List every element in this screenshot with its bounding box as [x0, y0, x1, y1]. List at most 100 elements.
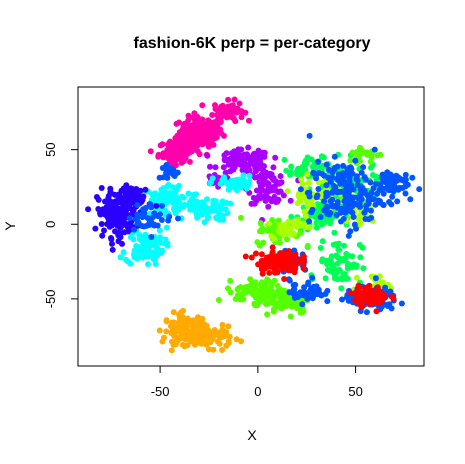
point-s0-c1-69 — [239, 109, 246, 116]
point-s4-c1-23 — [219, 321, 226, 328]
points-layer — [85, 96, 423, 354]
point-s6-c1-71 — [261, 287, 268, 294]
point-s5-c1-5 — [322, 275, 329, 282]
point-s8-c0-98 — [332, 164, 339, 171]
point-s2-c2-16 — [227, 200, 234, 207]
point-s8-c0-173 — [364, 192, 371, 199]
point-s5-c1-58 — [350, 261, 357, 268]
point-s4-c1-80 — [197, 337, 204, 344]
point-s9-c0-90 — [285, 267, 292, 274]
point-s2-c2-39 — [224, 210, 231, 217]
point-s8-c0-172 — [358, 190, 365, 197]
point-s2-c2-44 — [207, 208, 214, 215]
point-s5-c1-66 — [326, 267, 332, 274]
point-s8-c0-36 — [361, 209, 368, 216]
point-s3-c1-56 — [153, 202, 160, 209]
point-s6-c2-29 — [257, 220, 264, 227]
point-s7-c2-20 — [266, 220, 273, 227]
point-s1-c1-45 — [272, 199, 279, 205]
point-s8-c0-2 — [321, 198, 328, 205]
point-s8-c0-97 — [360, 164, 367, 171]
point-s1-c0-100 — [233, 157, 240, 164]
point-s3-c1-58 — [134, 196, 141, 203]
point-s4-c0-40 — [168, 347, 175, 354]
point-s7-c2-29 — [290, 219, 297, 226]
point-s8-c3-47 — [290, 289, 297, 296]
point-s3-c0-133 — [106, 223, 113, 230]
chart-title: fashion-6K perp = per-category — [134, 35, 371, 52]
point-s2-c1-88 — [145, 243, 152, 249]
point-s1-c2-11 — [222, 169, 229, 176]
point-s8-c3-22 — [324, 298, 331, 305]
point-s0-c0-94 — [190, 114, 197, 121]
point-s8-c0-148 — [329, 196, 336, 203]
point-s3-c0-159 — [105, 216, 112, 223]
point-s1-c0-95 — [204, 152, 211, 159]
point-s4-c0-58 — [156, 327, 163, 334]
point-s8-c3-17 — [299, 301, 306, 308]
point-s5-c1-65 — [341, 255, 348, 262]
point-s3-c0-155 — [109, 240, 115, 247]
point-s2-c0-108 — [167, 195, 174, 202]
point-s9-c1-84 — [368, 289, 375, 296]
point-s2-c2-48 — [219, 198, 226, 205]
point-s6-c0-107 — [225, 285, 231, 292]
point-s9-c0-103 — [292, 265, 299, 272]
point-s0-c0-131 — [209, 133, 216, 139]
point-s5-c1-59 — [334, 260, 341, 267]
point-s8-c0-127 — [365, 197, 372, 204]
point-s6-c0-56 — [215, 297, 222, 303]
point-s7-c2-26 — [285, 224, 292, 230]
point-s8-c0-151 — [347, 165, 354, 171]
point-s1-c0-108 — [257, 160, 264, 167]
point-s8-c0-100 — [327, 210, 334, 216]
point-s2-c0-46 — [179, 203, 186, 210]
point-s8-c0-156 — [370, 196, 377, 203]
point-s4-c0-89 — [171, 333, 178, 339]
point-s1-c0-103 — [228, 161, 235, 168]
point-s2-c3-23 — [240, 172, 247, 179]
point-s8-c3-46 — [291, 294, 298, 301]
point-s5-c1-54 — [336, 247, 343, 253]
point-s0-c1-35 — [199, 102, 206, 109]
point-s1-c0-81 — [272, 154, 279, 161]
point-s6-c2-16 — [304, 242, 311, 249]
point-s9-c1-77 — [356, 300, 363, 307]
point-s7-c0-19 — [299, 181, 306, 188]
point-s2-c3-37 — [237, 184, 244, 190]
point-s4-c1-68 — [190, 337, 197, 344]
point-s3-c1-59 — [134, 189, 141, 196]
point-s8-c3-44 — [301, 288, 308, 295]
point-s2-c2-43 — [216, 211, 223, 218]
point-s4-c0-103 — [181, 321, 187, 328]
point-s8-c0-142 — [309, 206, 316, 213]
point-s1-c1-51 — [287, 197, 294, 204]
point-s9-c0-56 — [269, 244, 276, 251]
point-s5-c3-19 — [287, 169, 294, 176]
point-s1-c1-77 — [271, 193, 278, 200]
point-s8-c0-146 — [312, 174, 319, 181]
point-s2-c1-81 — [137, 234, 144, 241]
point-s9-c1-48 — [366, 282, 373, 289]
point-s2-c3-38 — [220, 177, 227, 184]
point-s8-c6-5 — [159, 165, 166, 171]
point-s1-c1-38 — [265, 203, 272, 210]
point-s1-c1-70 — [267, 186, 274, 193]
point-s2-c0-92 — [162, 198, 169, 205]
point-s2-c1-68 — [142, 231, 149, 238]
point-s4-c1-59 — [201, 321, 208, 328]
point-s9-c1-86 — [363, 292, 370, 299]
point-s8-c0-137 — [331, 153, 338, 160]
point-s6-c3-18 — [377, 151, 384, 158]
point-s7-c0-32 — [305, 179, 312, 186]
point-s8-c5-31 — [175, 215, 181, 222]
point-s8-c0-92 — [368, 214, 375, 221]
point-s4-c0-69 — [169, 319, 176, 326]
point-s8-c1-24 — [402, 190, 409, 197]
point-s2-c1-84 — [150, 241, 157, 248]
point-s2-c1-89 — [138, 243, 144, 250]
point-s6-c2-44 — [277, 239, 283, 246]
point-s2-c2-21 — [204, 215, 211, 221]
point-s6-c1-59 — [260, 295, 267, 302]
